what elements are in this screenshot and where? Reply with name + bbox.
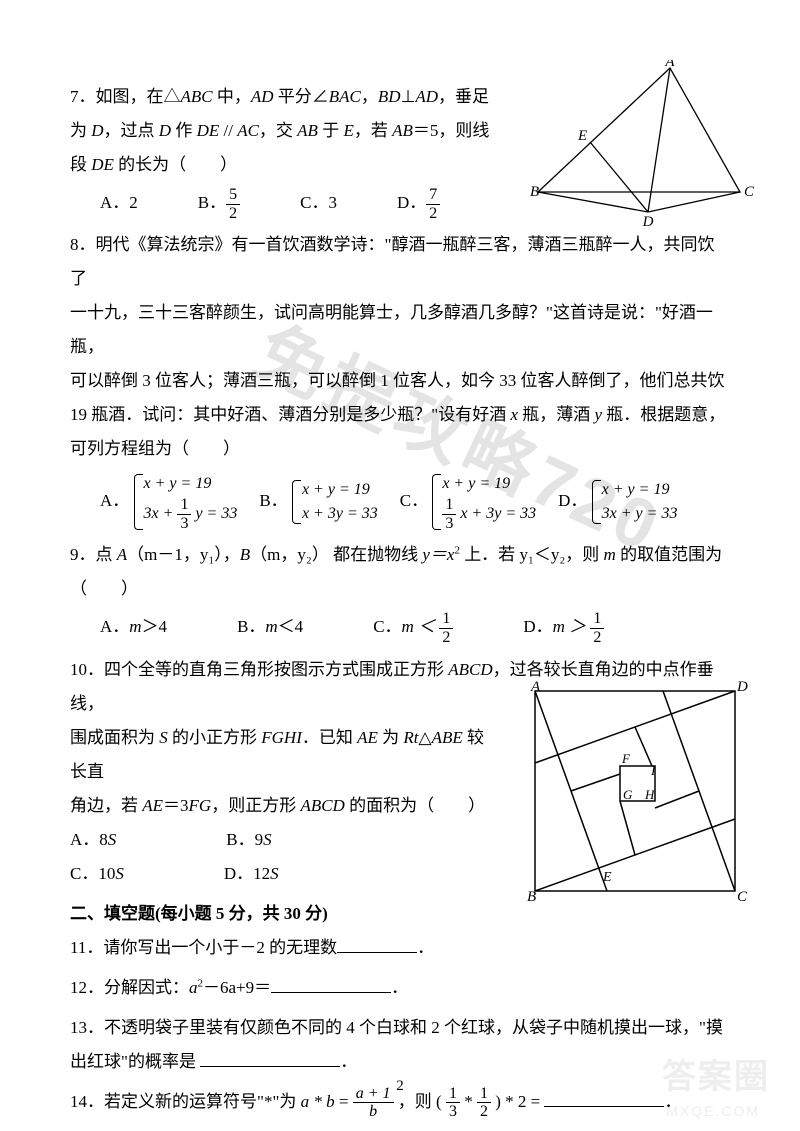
q10-optB: B．9S: [226, 823, 271, 857]
svg-text:F: F: [621, 751, 631, 766]
q10-figure: A B C D E F G H I: [525, 681, 750, 906]
q9-paren: （ ）: [70, 572, 730, 606]
question-11: 11．请你写出一个小于－2 的无理数．: [70, 931, 730, 965]
q9-optA: A．m＞4: [100, 610, 167, 646]
page-content: A B C D E 7．如图，在△ABC 中，AD 平分∠BAC，BD⊥AD，垂…: [70, 80, 730, 1121]
q10-optC: C．10S: [70, 857, 124, 891]
q8-optB: B． x + y = 19 x + 3y = 33: [259, 478, 377, 526]
q7-optD: D．72: [397, 186, 440, 222]
q12-blank: [271, 976, 391, 993]
question-12: 12．分解因式：a2－6a+9＝．: [70, 971, 730, 1005]
q10-optA: A．8S: [70, 823, 116, 857]
q8-optA: A． x + y = 19 3x + 13 y = 33: [100, 472, 237, 532]
q8-l2: 一十九，三十三客醉颜生，试问高明能算士，几多醇酒几多醇？"这首诗是说："好酒一瓶…: [70, 296, 730, 364]
q13-blank: [200, 1050, 340, 1067]
q8-optD: D． x + y = 19 3x + y = 33: [558, 478, 677, 526]
svg-text:A: A: [530, 681, 541, 695]
q8-options: A． x + y = 19 3x + 13 y = 33 B． x + y = …: [100, 472, 730, 532]
question-9: 9．点 A（m－1，y₁），B（m，y₂） 都在抛物线 y＝x2 上．若 y₁＜…: [70, 538, 730, 646]
svg-text:B: B: [530, 184, 539, 200]
q11-blank: [337, 936, 417, 953]
svg-text:C: C: [737, 889, 748, 905]
q7-optB: B．52: [198, 186, 240, 222]
q13-l1: 13．不透明袋子里装有仅颜色不同的 4 个白球和 2 个红球，从袋子中随机摸出一…: [70, 1011, 730, 1045]
q7-optC: C．3: [300, 186, 337, 222]
q10-optD: D．12S: [224, 857, 279, 891]
svg-text:C: C: [744, 184, 755, 200]
q9-l1: 9．点 A（m－1，y₁），B（m，y₂） 都在抛物线 y＝x2 上．若 y₁＜…: [70, 538, 730, 572]
q9-optD: D．m ＞ 12: [523, 610, 604, 646]
q8-optC: C． x + y = 19 13 x + 3y = 33: [400, 472, 536, 532]
svg-text:A: A: [664, 60, 675, 70]
question-8: 8．明代《算法统宗》有一首饮酒数学诗："醇酒一瓶醉三客，薄酒三瓶醉一人，共同饮了…: [70, 228, 730, 532]
question-7: A B C D E 7．如图，在△ABC 中，AD 平分∠BAC，BD⊥AD，垂…: [70, 80, 730, 222]
svg-text:I: I: [650, 763, 656, 778]
q8-l1: 8．明代《算法统宗》有一首饮酒数学诗："醇酒一瓶醉三客，薄酒三瓶醉一人，共同饮了: [70, 228, 730, 296]
question-10: A B C D E F G H I 10．四个全等的直角三角形按图示方式围成正方…: [70, 653, 730, 891]
q7-optA: A．2: [100, 186, 138, 222]
svg-text:H: H: [644, 787, 655, 802]
question-13: 13．不透明袋子里装有仅颜色不同的 4 个白球和 2 个红球，从袋子中随机摸出一…: [70, 1011, 730, 1079]
q8-l3: 可以醉倒 3 位客人；薄酒三瓶，可以醉倒 1 位客人，如今 33 位客人醉倒了，…: [70, 364, 730, 398]
q9-options: A．m＞4 B．m＜4 C．m ＜ 12 D．m ＞ 12: [100, 610, 730, 646]
svg-text:E: E: [577, 128, 587, 144]
q8-l4: 19 瓶酒．试问：其中好酒、薄酒分别是多少瓶？"设有好酒 x 瓶，薄酒 y 瓶．…: [70, 398, 730, 432]
svg-text:D: D: [736, 681, 748, 695]
q8-l5: 可列方程组为（ ）: [70, 432, 730, 466]
question-14: 14．若定义新的运算符号"*"为 a * b = a + 1b ，则 ( 13 …: [70, 1085, 730, 1121]
q9-optC: C．m ＜ 12: [373, 610, 453, 646]
q9-optB: B．m＜4: [237, 610, 303, 646]
svg-text:B: B: [527, 889, 536, 905]
svg-text:G: G: [623, 787, 633, 802]
q7-figure: A B C D E: [530, 60, 760, 230]
q14-blank: [544, 1090, 664, 1107]
q13-l2: 出红球"的概率是 ．: [70, 1045, 730, 1079]
svg-text:E: E: [602, 870, 612, 885]
